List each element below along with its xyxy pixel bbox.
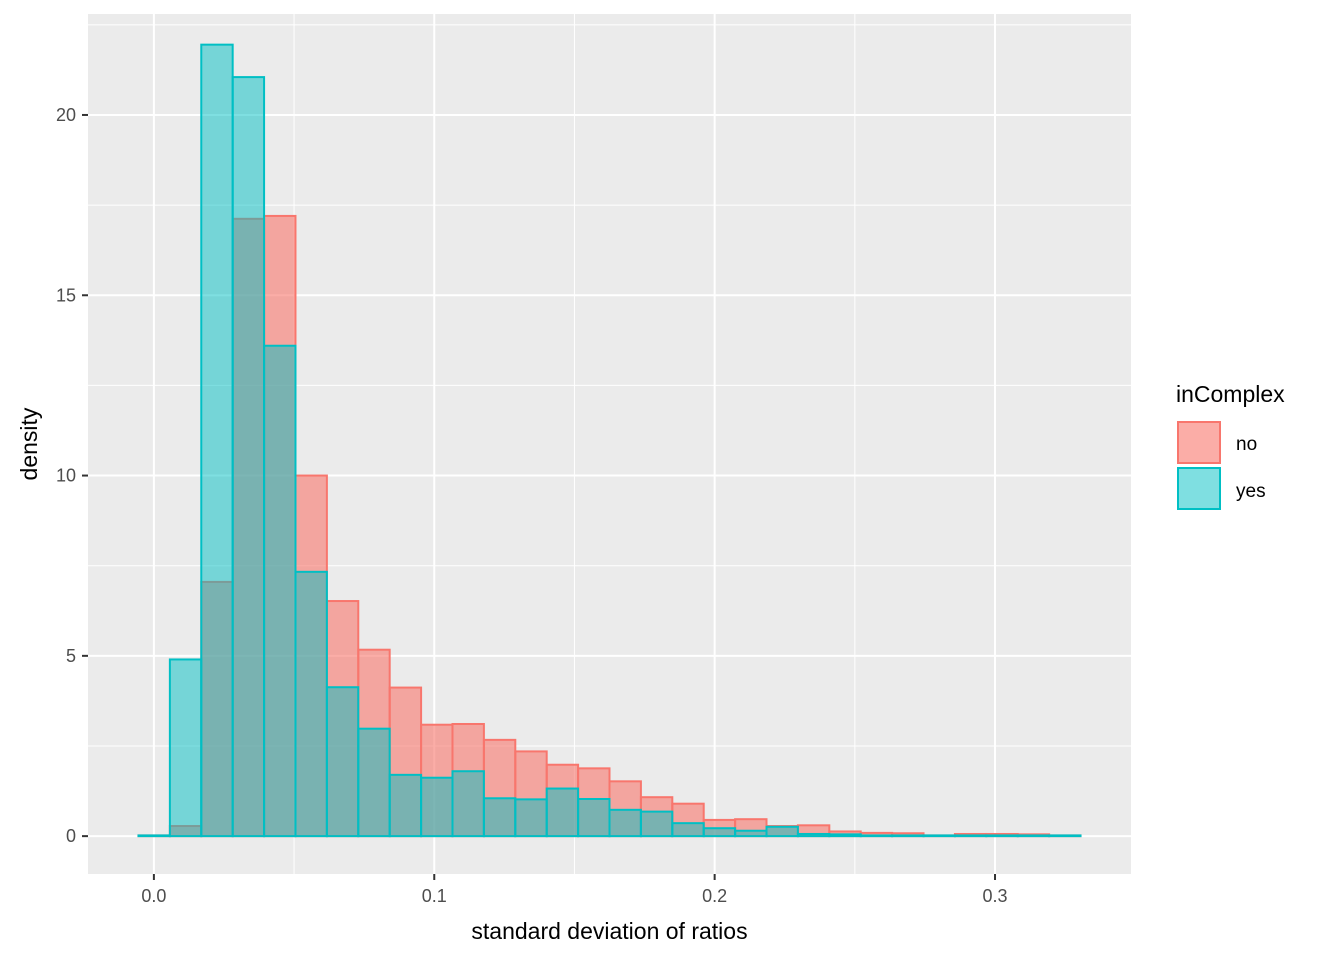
bar-yes	[231, 76, 266, 838]
x-tick-label: 0.1	[422, 886, 447, 906]
x-tick-label: 0.0	[141, 886, 166, 906]
bar-yes	[859, 834, 894, 838]
y-axis-title: density	[16, 407, 42, 480]
bar-yes	[514, 798, 548, 838]
bar-yes	[1048, 834, 1082, 838]
x-axis-title: standard deviation of ratios	[471, 918, 747, 944]
bar-yes	[137, 834, 171, 838]
bar-yes	[796, 832, 831, 838]
bar-yes	[734, 829, 768, 838]
bar-yes	[357, 727, 391, 838]
legend-label-yes: yes	[1236, 481, 1266, 502]
x-tick-label: 0.2	[702, 886, 727, 906]
bar-yes	[702, 827, 737, 838]
legend: inComplex no yes	[1176, 381, 1285, 510]
y-tick-label: 5	[66, 646, 76, 666]
bar-yes	[985, 834, 1019, 838]
bar-yes	[451, 770, 485, 838]
bar-yes	[482, 797, 517, 838]
bar-yes	[168, 658, 203, 838]
bar-yes	[828, 833, 862, 838]
bar-yes	[922, 834, 956, 838]
legend-title: inComplex	[1176, 381, 1285, 407]
x-axis: 0.0 0.1 0.2 0.3	[141, 874, 1008, 906]
x-tick-label: 0.3	[983, 886, 1008, 906]
bar-yes	[263, 344, 297, 838]
bar-yes	[891, 834, 925, 838]
legend-label-no: no	[1236, 434, 1257, 455]
y-axis: 0 5 10 15 20	[56, 105, 88, 846]
legend-key-yes	[1177, 467, 1221, 510]
bar-yes	[953, 834, 988, 838]
y-tick-label: 20	[56, 105, 76, 125]
bar-yes	[1016, 834, 1051, 838]
bar-yes	[545, 787, 580, 838]
y-tick-label: 15	[56, 285, 76, 305]
series-yes-bars	[137, 43, 1082, 838]
bar-yes	[294, 570, 328, 838]
y-tick-label: 10	[56, 466, 76, 486]
bar-yes	[325, 686, 360, 838]
bar-yes	[200, 43, 234, 838]
bar-yes	[639, 810, 674, 838]
y-tick-label: 0	[66, 826, 76, 846]
bar-yes	[420, 776, 454, 838]
bar-yes	[765, 825, 799, 838]
bar-yes	[577, 797, 611, 838]
bar-yes	[388, 773, 423, 838]
legend-key-no	[1177, 421, 1221, 464]
bar-yes	[671, 822, 705, 838]
bar-yes	[608, 808, 642, 838]
